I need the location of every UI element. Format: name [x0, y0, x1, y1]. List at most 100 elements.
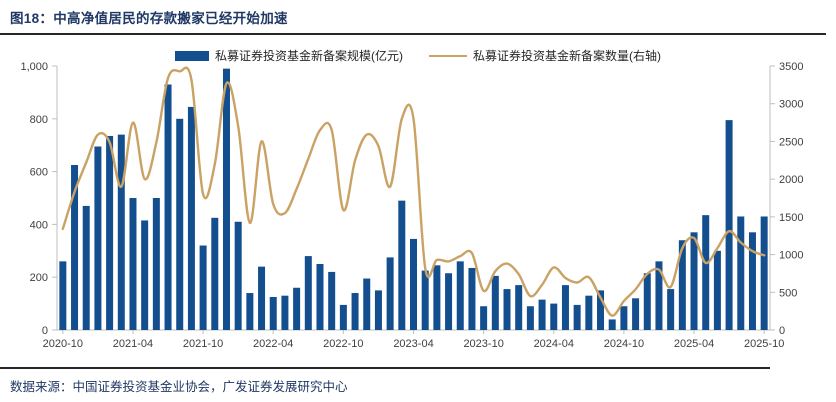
bar	[760, 216, 768, 330]
bar	[246, 293, 254, 330]
bar	[597, 290, 605, 330]
bar	[608, 319, 616, 330]
line-series-swatch	[429, 54, 467, 57]
bar	[550, 303, 558, 330]
bar	[702, 215, 710, 330]
y-axis-left-tick-label: 200	[30, 272, 48, 284]
bar	[538, 299, 546, 330]
bar	[82, 205, 90, 330]
bar	[234, 221, 242, 330]
y-axis-right-tick-label: 500	[779, 287, 797, 299]
bar	[655, 261, 663, 330]
bar	[129, 198, 137, 330]
bar	[725, 120, 733, 331]
bar	[585, 295, 593, 330]
bar	[737, 216, 745, 330]
y-axis-left-tick-label: 1,000	[20, 61, 48, 73]
bar	[456, 261, 464, 330]
bar	[421, 270, 429, 330]
bar	[304, 256, 312, 330]
legend-item-line-series: 私募证券投资基金新备案数量(右轴)	[429, 47, 661, 64]
bar	[667, 289, 675, 330]
bar	[561, 285, 569, 330]
x-axis-tick-label: 2021-04	[113, 338, 153, 350]
bar	[258, 266, 266, 330]
bar	[410, 238, 417, 330]
bar	[339, 304, 347, 330]
bar	[199, 245, 207, 330]
y-axis-left-tick-label: 0	[42, 325, 48, 337]
x-axis-tick-label: 2022-10	[323, 338, 363, 350]
bar	[152, 198, 160, 330]
x-axis-tick-label: 2024-10	[604, 338, 644, 350]
bar	[643, 273, 651, 330]
bar	[468, 267, 476, 330]
y-axis-right-tick-label: 3500	[779, 61, 803, 73]
bar	[386, 257, 394, 330]
bar	[351, 293, 359, 330]
bar	[316, 264, 324, 330]
bar	[187, 106, 195, 330]
bar	[71, 165, 79, 330]
x-axis-tick-label: 2025-10	[744, 338, 784, 350]
bar	[117, 134, 125, 330]
bar	[59, 261, 67, 330]
bar	[374, 290, 382, 330]
bar	[211, 217, 219, 330]
bar	[678, 240, 686, 330]
trend-line	[61, 66, 766, 317]
bar	[398, 200, 406, 330]
y-axis-right-tick-label: 1000	[779, 250, 803, 262]
bar	[690, 232, 698, 330]
y-axis-left-tick-label: 600	[30, 167, 48, 179]
bar	[281, 295, 289, 330]
y-axis-right-tick-label: 0	[779, 325, 785, 337]
y-axis-right-tick-label: 2000	[779, 174, 803, 186]
bar	[176, 118, 184, 330]
footer-divider	[0, 367, 770, 369]
x-axis-tick-label: 2023-10	[463, 338, 503, 350]
chart-title: 图18：中高净值居民的存款搬家已经开始加速	[10, 11, 288, 26]
y-axis-right-tick-label: 2500	[779, 136, 803, 148]
bar	[491, 275, 499, 330]
bar	[106, 135, 114, 330]
bar	[94, 146, 102, 330]
chart-legend: 私募证券投资基金新备案规模(亿元) 私募证券投资基金新备案数量(右轴)	[0, 47, 836, 64]
x-axis-tick-label: 2020-10	[43, 338, 83, 350]
bar	[515, 285, 523, 330]
bar	[620, 306, 628, 330]
x-axis-tick-label: 2025-04	[674, 338, 714, 350]
data-source-note: 数据来源：中国证券投资基金业协会，广发证券发展研究中心	[10, 380, 348, 394]
bar	[632, 298, 640, 330]
bar	[141, 220, 149, 330]
bar	[480, 306, 488, 330]
bar	[363, 278, 371, 330]
x-axis-tick-label: 2021-10	[183, 338, 223, 350]
legend-label-line-series: 私募证券投资基金新备案数量(右轴)	[473, 49, 661, 63]
y-axis-right-tick-label: 3000	[779, 99, 803, 111]
bar	[222, 68, 230, 330]
bar	[526, 306, 534, 330]
legend-item-bar-series: 私募证券投资基金新备案规模(亿元)	[175, 47, 403, 64]
x-axis-tick-label: 2023-04	[393, 338, 433, 350]
chart-canvas: 0 200 400 600 800 1,000 0 500 1000 1500 2000 2500 30…	[20, 61, 803, 350]
bar	[445, 273, 453, 330]
bar	[269, 297, 277, 330]
legend-label-bar-series: 私募证券投资基金新备案规模(亿元)	[215, 49, 403, 63]
y-axis-left-tick-label: 400	[30, 219, 48, 231]
bar	[164, 84, 172, 330]
x-axis-tick-label: 2024-04	[534, 338, 574, 350]
bar-series-swatch	[175, 50, 209, 61]
x-axis-tick-label: 2022-04	[253, 338, 293, 350]
bar	[293, 287, 301, 330]
bar	[433, 265, 441, 330]
bar	[328, 271, 336, 330]
y-axis-right-tick-label: 1500	[779, 212, 803, 224]
bar	[748, 232, 756, 330]
bar	[713, 250, 721, 330]
bar	[503, 289, 511, 330]
title-divider	[0, 33, 826, 35]
bar	[573, 304, 581, 330]
y-axis-left-tick-label: 800	[30, 114, 48, 126]
